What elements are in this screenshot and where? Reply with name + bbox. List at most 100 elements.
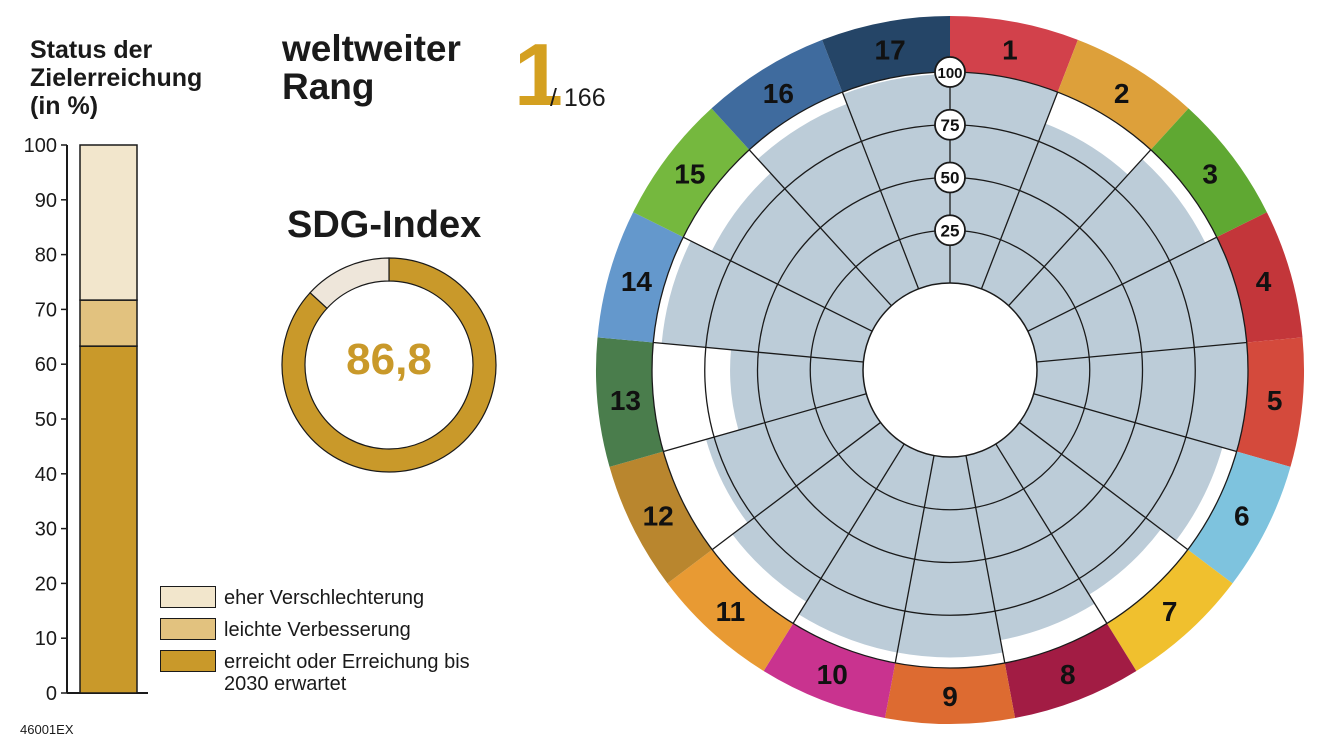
goal-sector-3	[1008, 159, 1206, 332]
wheel-center-hole	[862, 282, 1038, 458]
bar-segment-2	[79, 299, 138, 347]
goal-sector-14	[661, 240, 873, 362]
grid-spoke	[1036, 341, 1247, 363]
ring-label-25: 25	[941, 221, 960, 240]
goal-label-8: 8	[1060, 659, 1076, 690]
goal-sector-15	[711, 173, 892, 332]
goal-ring-segment-12	[609, 451, 713, 584]
goal-ring-segment-7	[1106, 549, 1233, 671]
legend-swatch-verbesserung	[160, 618, 216, 640]
status-bar-chart: 0 10 20 30 40 50 60 70 80 90 100	[24, 135, 148, 705]
sdg-index-donut	[281, 257, 497, 473]
goal-sector-7	[995, 422, 1161, 595]
goal-ring-segment-11	[667, 549, 794, 671]
goal-sector-12	[705, 393, 881, 523]
goal-ring-segment-6	[1187, 451, 1291, 584]
ring-label-50: 50	[941, 169, 960, 188]
goal-color-ring	[596, 16, 1304, 724]
y-tick-label: 100	[24, 135, 57, 157]
grid-spoke	[663, 393, 867, 453]
grid-spoke	[841, 91, 920, 290]
y-tick-label: 40	[35, 464, 57, 486]
goal-label-14: 14	[621, 266, 653, 297]
grid-spoke	[1027, 236, 1218, 332]
grid-spoke	[980, 91, 1059, 290]
goal-ring-segment-9	[884, 662, 1016, 724]
goal-ring-segment-8	[1004, 623, 1137, 718]
status-y-axis: 0 10 20 30 40 50 60 70 80 90 100	[24, 135, 148, 705]
status-chart-title: Status der Zielerreichung (in %)	[30, 36, 250, 120]
ring-label-badge-75	[934, 108, 966, 141]
donut-slice-remaining	[309, 257, 390, 310]
goal-ring-segment-3	[1150, 108, 1267, 238]
goal-label-11: 11	[716, 596, 746, 627]
y-tick-label: 30	[35, 519, 57, 541]
goal-sector-13	[730, 349, 867, 431]
grid-spoke	[995, 443, 1108, 624]
goal-label-13: 13	[610, 385, 641, 416]
rank-total: / 166	[550, 84, 606, 112]
goal-sector-16	[757, 103, 919, 306]
y-tick-label: 50	[35, 409, 57, 431]
ring-label-100: 100	[937, 65, 962, 82]
donut-slice-achieved	[281, 257, 497, 473]
y-tick-label: 80	[35, 245, 57, 267]
y-tick-label: 60	[35, 354, 57, 376]
rank-title-line-1: weltweiter	[282, 28, 461, 69]
ring-label-75: 75	[941, 116, 960, 135]
goal-ring-segment-14	[597, 212, 684, 343]
goal-label-16: 16	[763, 78, 794, 109]
goal-sector-9	[897, 455, 1003, 658]
goal-label-2: 2	[1114, 78, 1130, 109]
status-title-line-3: (in %)	[30, 92, 99, 120]
legend-label-erreicht: erreicht oder Erreichung bis 2030 erwart…	[224, 651, 470, 695]
goal-label-4: 4	[1256, 266, 1272, 297]
footnote: 46001EX	[20, 722, 74, 737]
goal-ring-segment-4	[1216, 212, 1303, 343]
rank-title: weltweiter Rang	[282, 30, 461, 106]
rank-value: 1	[514, 25, 563, 124]
goal-ring-segment-15	[633, 108, 750, 238]
status-title-line-1: Status der	[30, 36, 153, 64]
goal-sector-17	[843, 74, 950, 289]
y-tick-label: 20	[35, 573, 57, 595]
y-tick-label: 10	[35, 628, 57, 650]
grid-spoke	[682, 236, 873, 332]
goal-label-10: 10	[817, 659, 848, 690]
status-bar-segments	[79, 144, 138, 694]
goal-ring-segment-10	[763, 623, 896, 718]
goal-sector-10	[798, 443, 935, 653]
bar-segment-3	[79, 144, 138, 301]
y-tick-label: 90	[35, 190, 57, 212]
legend-label-verschlechterung: eher Verschlechterung	[224, 587, 425, 609]
goal-ring-segment-5	[1236, 337, 1304, 467]
y-tick-label: 0	[46, 683, 57, 705]
goal-sector-6	[1019, 393, 1223, 541]
grid-spoke	[792, 443, 905, 624]
goal-label-12: 12	[643, 500, 674, 531]
goal-label-17: 17	[875, 35, 906, 66]
legend-swatch-verschlechterung	[160, 586, 216, 608]
ring-label-badge-100	[934, 56, 966, 88]
grid-spoke	[1033, 393, 1237, 453]
ring-label-badge-25	[934, 214, 966, 247]
goal-label-7: 7	[1162, 596, 1178, 627]
ring-label-badge-50	[934, 161, 966, 194]
grid-spoke	[1019, 421, 1189, 551]
goal-ring-segment-2	[1057, 39, 1189, 150]
goal-label-5: 5	[1267, 385, 1283, 416]
goal-label-3: 3	[1202, 159, 1218, 190]
legend-swatch-erreicht	[160, 650, 216, 672]
goal-label-6: 6	[1234, 500, 1250, 531]
legend-label-erreicht-line-1: erreicht oder Erreichung bis	[224, 651, 470, 673]
goal-label-15: 15	[674, 159, 705, 190]
grid-spoke	[1008, 149, 1152, 307]
bar-segment-1	[79, 345, 138, 694]
grid-spoke	[653, 341, 864, 363]
legend-label-verbesserung: leichte Verbesserung	[224, 619, 411, 641]
status-title-line-2: Zielerreichung	[30, 64, 203, 92]
goal-ring-segment-13	[596, 337, 664, 467]
goal-sector-11	[732, 422, 905, 602]
